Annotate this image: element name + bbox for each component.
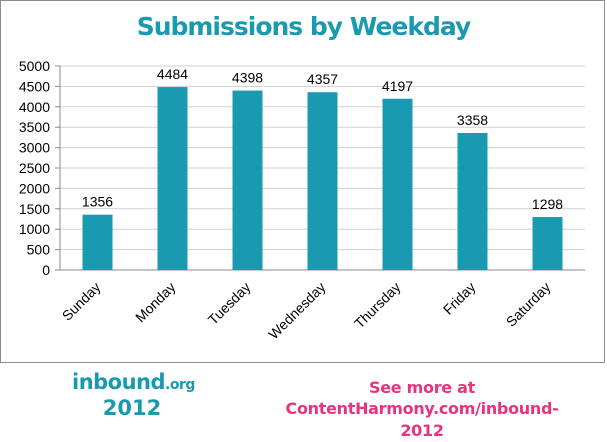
bar-chart: 0 500 1000 1500 2000 2500 3000 3500 4000 4500 5000… xyxy=(19,58,585,342)
bar xyxy=(232,90,263,270)
x-tick-label: Thursday xyxy=(351,279,404,332)
data-label: 3358 xyxy=(457,112,488,128)
y-tick-label: 3000 xyxy=(19,140,50,156)
y-tick-label: 500 xyxy=(27,242,51,258)
data-label: 4357 xyxy=(307,71,338,87)
bar xyxy=(457,132,488,270)
y-tick-label: 1000 xyxy=(19,221,50,237)
x-tick-label: Friday xyxy=(440,279,479,318)
data-label: 1356 xyxy=(82,194,113,210)
bar xyxy=(307,92,338,270)
y-tick-label: 2500 xyxy=(19,160,50,176)
x-tick-label: Wednesday xyxy=(265,279,328,342)
inbound-logo: inbound.org 2012 xyxy=(72,370,195,420)
brand-line: inbound.org xyxy=(72,370,195,397)
y-tick-label: 1500 xyxy=(19,201,50,217)
brand-suffix: .org xyxy=(165,377,195,393)
x-tick-label: Saturday xyxy=(503,279,554,330)
bar xyxy=(157,87,188,271)
y-tick-label: 0 xyxy=(42,262,50,278)
data-label: 4197 xyxy=(382,78,413,94)
see-more-block: See more at ContentHarmony.com/inbound-2… xyxy=(272,378,572,442)
bars xyxy=(82,87,563,271)
data-label: 1298 xyxy=(532,196,563,212)
bar xyxy=(382,98,413,271)
bar xyxy=(532,217,563,270)
data-label: 4484 xyxy=(157,66,188,82)
see-more-link[interactable]: ContentHarmony.com/inbound-2012 xyxy=(285,399,559,440)
y-tick-label: 4000 xyxy=(19,99,50,115)
brand-name: inbound xyxy=(72,370,166,394)
data-label: 4398 xyxy=(232,70,263,86)
chart-title: Submissions by Weekday xyxy=(136,12,472,41)
y-tick-label: 3500 xyxy=(19,119,50,135)
x-tick-label: Monday xyxy=(132,279,179,326)
see-more-text: See more at xyxy=(369,378,475,397)
x-tick-label: Sunday xyxy=(59,279,104,324)
chart-frame xyxy=(0,0,605,363)
x-tick-labels: Sunday Monday Tuesday Wednesday Thursday Frid… xyxy=(59,279,554,342)
y-tick-label: 5000 xyxy=(19,58,50,74)
bar xyxy=(82,214,113,270)
y-tick-label: 4500 xyxy=(19,78,50,94)
brand-year: 2012 xyxy=(102,396,162,420)
y-tick-labels: 0 500 1000 1500 2000 2500 3000 3500 4000 4500 5000 xyxy=(19,58,50,278)
data-labels: 1356 4484 4398 4357 4197 3358 1298 xyxy=(82,66,563,212)
x-tick-label: Tuesday xyxy=(205,279,254,328)
y-tick-label: 2000 xyxy=(19,180,50,196)
